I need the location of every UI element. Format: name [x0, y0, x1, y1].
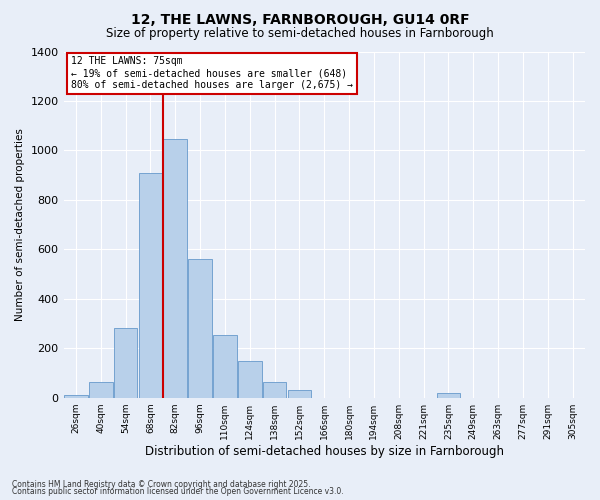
Bar: [263, 382, 286, 398]
Bar: [114, 328, 137, 398]
X-axis label: Distribution of semi-detached houses by size in Farnborough: Distribution of semi-detached houses by …: [145, 444, 504, 458]
Text: 12, THE LAWNS, FARNBOROUGH, GU14 0RF: 12, THE LAWNS, FARNBOROUGH, GU14 0RF: [131, 12, 469, 26]
Bar: [437, 393, 460, 398]
Bar: [89, 382, 113, 398]
Bar: [188, 259, 212, 398]
Bar: [64, 395, 88, 398]
Bar: [287, 390, 311, 398]
Bar: [238, 360, 262, 398]
Bar: [139, 172, 162, 398]
Bar: [163, 140, 187, 398]
Text: Size of property relative to semi-detached houses in Farnborough: Size of property relative to semi-detach…: [106, 28, 494, 40]
Text: Contains HM Land Registry data © Crown copyright and database right 2025.: Contains HM Land Registry data © Crown c…: [12, 480, 311, 489]
Y-axis label: Number of semi-detached properties: Number of semi-detached properties: [15, 128, 25, 321]
Bar: [213, 334, 237, 398]
Text: Contains public sector information licensed under the Open Government Licence v3: Contains public sector information licen…: [12, 487, 344, 496]
Text: 12 THE LAWNS: 75sqm
← 19% of semi-detached houses are smaller (648)
80% of semi-: 12 THE LAWNS: 75sqm ← 19% of semi-detach…: [71, 56, 353, 90]
